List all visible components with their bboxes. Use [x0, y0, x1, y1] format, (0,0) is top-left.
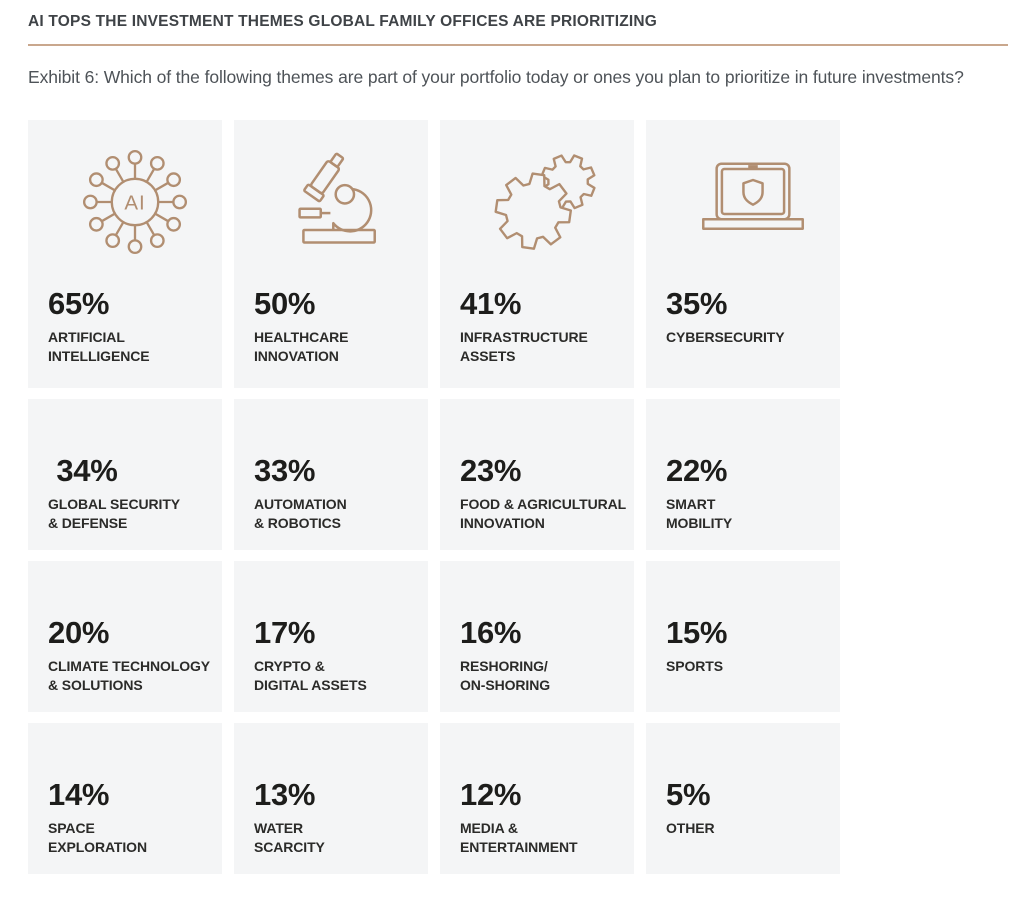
theme-label: AUTOMATION & ROBOTICS	[254, 495, 428, 533]
theme-label: OTHER	[666, 819, 840, 838]
theme-card: 17% CRYPTO & DIGITAL ASSETS	[234, 561, 428, 712]
theme-label-line: INTELLIGENCE	[48, 347, 150, 364]
theme-label: GLOBAL SECURITY & DEFENSE	[48, 495, 222, 533]
theme-percent: 5%	[666, 777, 711, 812]
theme-card: 34% GLOBAL SECURITY & DEFENSE	[28, 399, 222, 550]
gears-icon	[494, 154, 596, 250]
theme-percent: 34%	[48, 453, 118, 488]
theme-label-line: ASSETS	[460, 347, 516, 364]
theme-card: 13% WATER SCARCITY	[234, 723, 428, 874]
theme-icon-box	[254, 144, 428, 260]
theme-card: 14% SPACE EXPLORATION	[28, 723, 222, 874]
theme-card: 20% CLIMATE TECHNOLOGY & SOLUTIONS	[28, 561, 222, 712]
theme-label: SPACE EXPLORATION	[48, 819, 222, 857]
theme-card: 35% CYBERSECURITY	[646, 120, 840, 388]
theme-icon-box	[666, 144, 840, 260]
theme-label-line: INNOVATION	[460, 514, 545, 531]
theme-label-line: CLIMATE TECHNOLOGY	[48, 658, 211, 674]
theme-percent: 50%	[254, 286, 316, 321]
theme-card: 33% AUTOMATION & ROBOTICS	[234, 399, 428, 550]
theme-card: 23% FOOD & AGRICULTURAL INNOVATION	[440, 399, 634, 550]
theme-label: WATER SCARCITY	[254, 819, 428, 857]
theme-label-line: SCARCITY	[254, 838, 325, 855]
theme-icon-box	[460, 144, 634, 260]
theme-percent: 33%	[254, 453, 316, 488]
theme-label-line: & DEFENSE	[48, 514, 128, 531]
themes-grid: AI 65% ARTIFICIAL INTELLIGENCE 50% HEALTH…	[28, 120, 1008, 874]
exhibit-question: Exhibit 6: Which of the following themes…	[28, 67, 1008, 88]
theme-label: RESHORING/ON-SHORING	[460, 657, 634, 695]
theme-label-line: MOBILITY	[666, 514, 733, 531]
theme-label: CYBERSECURITY	[666, 328, 840, 347]
theme-label: SPORTS	[666, 657, 840, 676]
theme-card: 12% MEDIA & ENTERTAINMENT	[440, 723, 634, 874]
theme-percent: 22%	[666, 453, 728, 488]
theme-label-line: GLOBAL SECURITY	[48, 496, 181, 512]
theme-icon-box: AI	[48, 144, 222, 260]
title-divider	[28, 44, 1008, 46]
theme-card: AI 65% ARTIFICIAL INTELLIGENCE	[28, 120, 222, 388]
theme-label: HEALTHCARE INNOVATION	[254, 328, 428, 366]
theme-percent: 41%	[460, 286, 522, 321]
theme-label-line: SPORTS	[666, 658, 723, 674]
svg-text:AI: AI	[124, 192, 145, 215]
theme-percent: 23%	[460, 453, 522, 488]
theme-card: 16% RESHORING/ON-SHORING	[440, 561, 634, 712]
theme-percent: 15%	[666, 615, 728, 650]
theme-label-line: INNOVATION	[254, 347, 339, 364]
theme-label-line: INFRASTRUCTURE	[460, 329, 588, 345]
exhibit-page: AI TOPS THE INVESTMENT THEMES GLOBAL FAM…	[28, 13, 1008, 874]
theme-label: FOOD & AGRICULTURAL INNOVATION	[460, 495, 634, 533]
theme-label: SMART MOBILITY	[666, 495, 840, 533]
theme-label-line: & ROBOTICS	[254, 514, 341, 531]
exhibit-label: Exhibit 6:	[28, 67, 99, 87]
theme-label-line: SPACE	[48, 820, 95, 836]
theme-card: 5% OTHER	[646, 723, 840, 874]
theme-percent: 20%	[48, 615, 110, 650]
theme-card: 50% HEALTHCARE INNOVATION	[234, 120, 428, 388]
theme-card: 15% SPORTS	[646, 561, 840, 712]
theme-label-line: CYBERSECURITY	[666, 329, 785, 345]
theme-card: 22% SMART MOBILITY	[646, 399, 840, 550]
theme-label-line: ARTIFICIAL	[48, 329, 125, 345]
page-title: AI TOPS THE INVESTMENT THEMES GLOBAL FAM…	[28, 13, 658, 30]
theme-label: CRYPTO & DIGITAL ASSETS	[254, 657, 428, 695]
exhibit-question-text: Which of the following themes are part o…	[103, 67, 964, 87]
theme-percent: 16%	[460, 615, 522, 650]
theme-label-line: & SOLUTIONS	[48, 676, 143, 693]
theme-percent: 17%	[254, 615, 316, 650]
theme-label-line: EXPLORATION	[48, 838, 147, 855]
theme-label: INFRASTRUCTURE ASSETS	[460, 328, 634, 366]
theme-label-line: FOOD & AGRICULTURAL	[460, 496, 627, 512]
theme-label-line: RESHORING/	[460, 658, 548, 674]
theme-label-line: SMART	[666, 496, 716, 512]
laptop-shield-icon	[702, 162, 804, 231]
theme-label-line: MEDIA &	[460, 820, 518, 836]
theme-percent: 14%	[48, 777, 110, 812]
theme-percent: 12%	[460, 777, 522, 812]
microscope-icon	[298, 152, 376, 244]
theme-label-line: ENTERTAINMENT	[460, 838, 578, 855]
theme-percent: 65%	[48, 286, 110, 321]
ai-network-icon: AI	[82, 149, 188, 255]
theme-label: ARTIFICIAL INTELLIGENCE	[48, 328, 222, 366]
theme-label-line: AUTOMATION	[254, 496, 347, 512]
theme-label-line: DIGITAL ASSETS	[254, 676, 367, 693]
theme-label-line: HEALTHCARE	[254, 329, 349, 345]
theme-label-line: OTHER	[666, 820, 715, 836]
theme-label-line: WATER	[254, 820, 304, 836]
theme-label-line: ON-SHORING	[460, 676, 551, 693]
theme-label: CLIMATE TECHNOLOGY & SOLUTIONS	[48, 657, 222, 695]
theme-label-line: CRYPTO &	[254, 658, 325, 674]
theme-percent: 35%	[666, 286, 728, 321]
theme-card: 41% INFRASTRUCTURE ASSETS	[440, 120, 634, 388]
theme-percent: 13%	[254, 777, 316, 812]
theme-label: MEDIA & ENTERTAINMENT	[460, 819, 634, 857]
